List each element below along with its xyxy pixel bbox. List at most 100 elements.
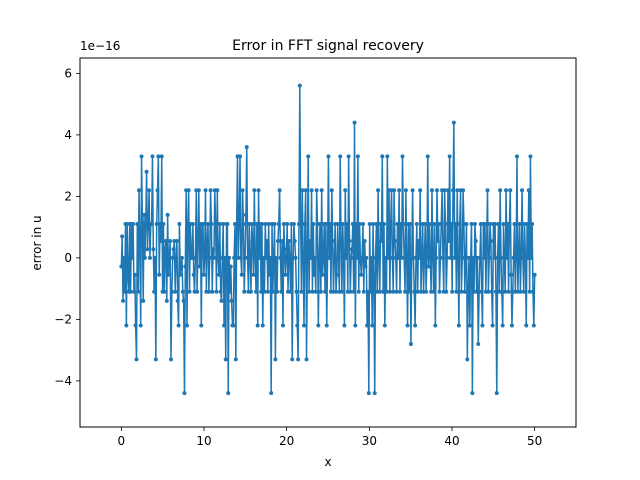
data-point [370, 323, 375, 328]
chart-title: Error in FFT signal recovery [232, 38, 424, 54]
data-point [321, 255, 326, 260]
data-point [301, 255, 306, 260]
data-point [482, 255, 487, 260]
data-point [498, 255, 503, 260]
data-point [311, 222, 316, 227]
data-point [527, 289, 532, 294]
data-point [232, 255, 237, 260]
data-point [128, 289, 133, 294]
data-point [137, 188, 142, 193]
data-point [304, 357, 309, 362]
data-point [229, 298, 234, 303]
data-point [355, 154, 360, 159]
data-point [446, 238, 451, 243]
data-point [199, 323, 204, 328]
data-point [213, 222, 218, 227]
data-point [248, 289, 253, 294]
data-point [405, 323, 410, 328]
data-point [175, 298, 180, 303]
data-point [231, 323, 236, 328]
data-point [262, 289, 267, 294]
data-point [352, 120, 357, 125]
data-point [170, 255, 175, 260]
data-point [214, 289, 219, 294]
data-point [314, 188, 319, 193]
data-point [430, 255, 435, 260]
data-point [349, 247, 354, 252]
data-point [391, 289, 396, 294]
data-point [355, 255, 360, 260]
data-point [426, 264, 431, 269]
data-point [395, 222, 400, 227]
data-point [373, 255, 378, 260]
data-point [266, 222, 271, 227]
x-tick-label: 10 [196, 434, 211, 448]
data-point [211, 247, 216, 252]
data-point [255, 323, 260, 328]
data-point [285, 222, 290, 227]
data-point [141, 298, 146, 303]
data-point [131, 289, 136, 294]
data-point [306, 154, 311, 159]
data-point [122, 289, 127, 294]
data-point [501, 222, 506, 227]
data-point [334, 272, 339, 277]
data-point [171, 247, 176, 252]
data-point [342, 323, 347, 328]
data-point [221, 222, 226, 227]
data-point [119, 264, 124, 269]
data-point [313, 289, 318, 294]
data-point [526, 188, 531, 193]
data-point [206, 222, 211, 227]
data-point [263, 222, 268, 227]
data-point [134, 357, 139, 362]
data-point [354, 222, 359, 227]
data-point [179, 255, 184, 260]
data-point [254, 289, 259, 294]
data-point [493, 222, 498, 227]
data-point [488, 222, 493, 227]
data-point [443, 222, 448, 227]
data-point [281, 222, 286, 227]
data-point [190, 222, 195, 227]
data-point [464, 222, 469, 227]
data-point [275, 238, 280, 243]
data-point [154, 222, 159, 227]
data-point [477, 255, 482, 260]
data-point [166, 272, 171, 277]
data-point [268, 255, 273, 260]
data-point [503, 289, 508, 294]
data-point [135, 222, 140, 227]
data-point [242, 289, 247, 294]
data-point [216, 272, 221, 277]
data-point [490, 323, 495, 328]
data-point [176, 323, 181, 328]
data-point [472, 222, 477, 227]
data-point [529, 255, 534, 260]
data-point [343, 188, 348, 193]
data-point [494, 391, 499, 396]
y-tick-label: 6 [64, 66, 72, 80]
y-tick-label: 4 [64, 128, 72, 142]
data-point [508, 188, 513, 193]
data-point [270, 289, 275, 294]
data-point [517, 222, 522, 227]
data-point [334, 289, 338, 294]
data-point [251, 272, 256, 277]
data-point [328, 222, 333, 227]
data-point [327, 255, 332, 260]
data-point [396, 255, 401, 260]
data-point [227, 255, 232, 260]
data-point [149, 222, 154, 227]
data-point [238, 255, 243, 260]
x-tick-label: 40 [444, 434, 459, 448]
data-point [240, 188, 245, 193]
data-point [476, 341, 481, 346]
data-point [506, 289, 511, 294]
data-point [324, 323, 329, 328]
data-point [248, 255, 253, 260]
x-tick-label: 20 [279, 434, 294, 448]
data-point [158, 222, 163, 227]
data-point [307, 289, 312, 294]
data-point [425, 154, 430, 159]
